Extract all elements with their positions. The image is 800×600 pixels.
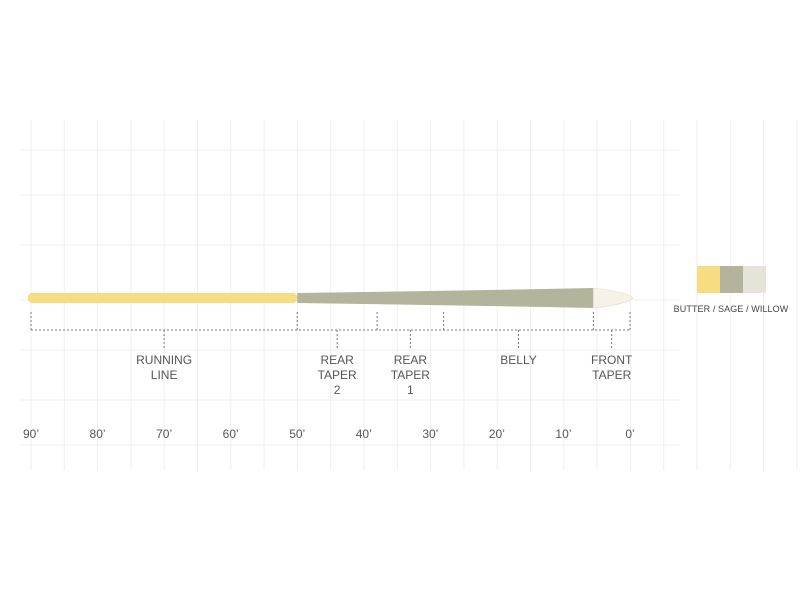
section-label-line: TAPER [592,368,632,382]
distance-tick-label: 90’ [22,427,39,441]
distance-tick-label: 80’ [89,427,106,441]
section-label-line: 2 [333,383,341,397]
section-label-line: 1 [407,383,414,397]
fly-line [28,287,634,309]
section-label-rear-taper-2: REAR TAPER 2 [297,353,377,398]
section-label-belly: BELLY [479,353,559,368]
section-label-running-line: RUNNING LINE [124,353,204,383]
color-swatches [697,266,766,293]
section-label-line: REAR [320,353,354,367]
section-label-line: RUNNING [136,353,193,367]
color-caption: BUTTER / SAGE / WILLOW [673,304,789,314]
distance-tick-label: 70’ [156,427,173,441]
section-label-line: FRONT [591,353,633,367]
section-label-line: LINE [150,368,178,382]
section-label-line: REAR [393,353,428,367]
taper-belly-segment [297,288,594,308]
distance-tick-label: 10’ [555,427,572,441]
distance-tick-label: 0’ [625,427,635,441]
section-label-front-taper: FRONT TAPER [572,353,652,383]
distance-tick-label: 60’ [222,427,239,441]
sage-swatch [720,266,743,293]
distance-tick-label: 20’ [488,427,505,441]
section-label-rear-taper-1: REAR TAPER 1 [370,353,450,398]
running-line-segment [28,293,298,303]
distance-tick-label: 30’ [422,427,439,441]
willow-swatch [743,266,766,293]
distance-tick-label: 40’ [355,427,372,441]
section-brackets [30,312,631,348]
section-label-line: TAPER [390,368,430,382]
section-label-line: BELLY [500,353,537,367]
front-taper-segment [593,287,634,309]
butter-swatch [697,266,720,293]
distance-tick-label: 50’ [289,427,306,441]
section-label-line: TAPER [317,368,357,382]
